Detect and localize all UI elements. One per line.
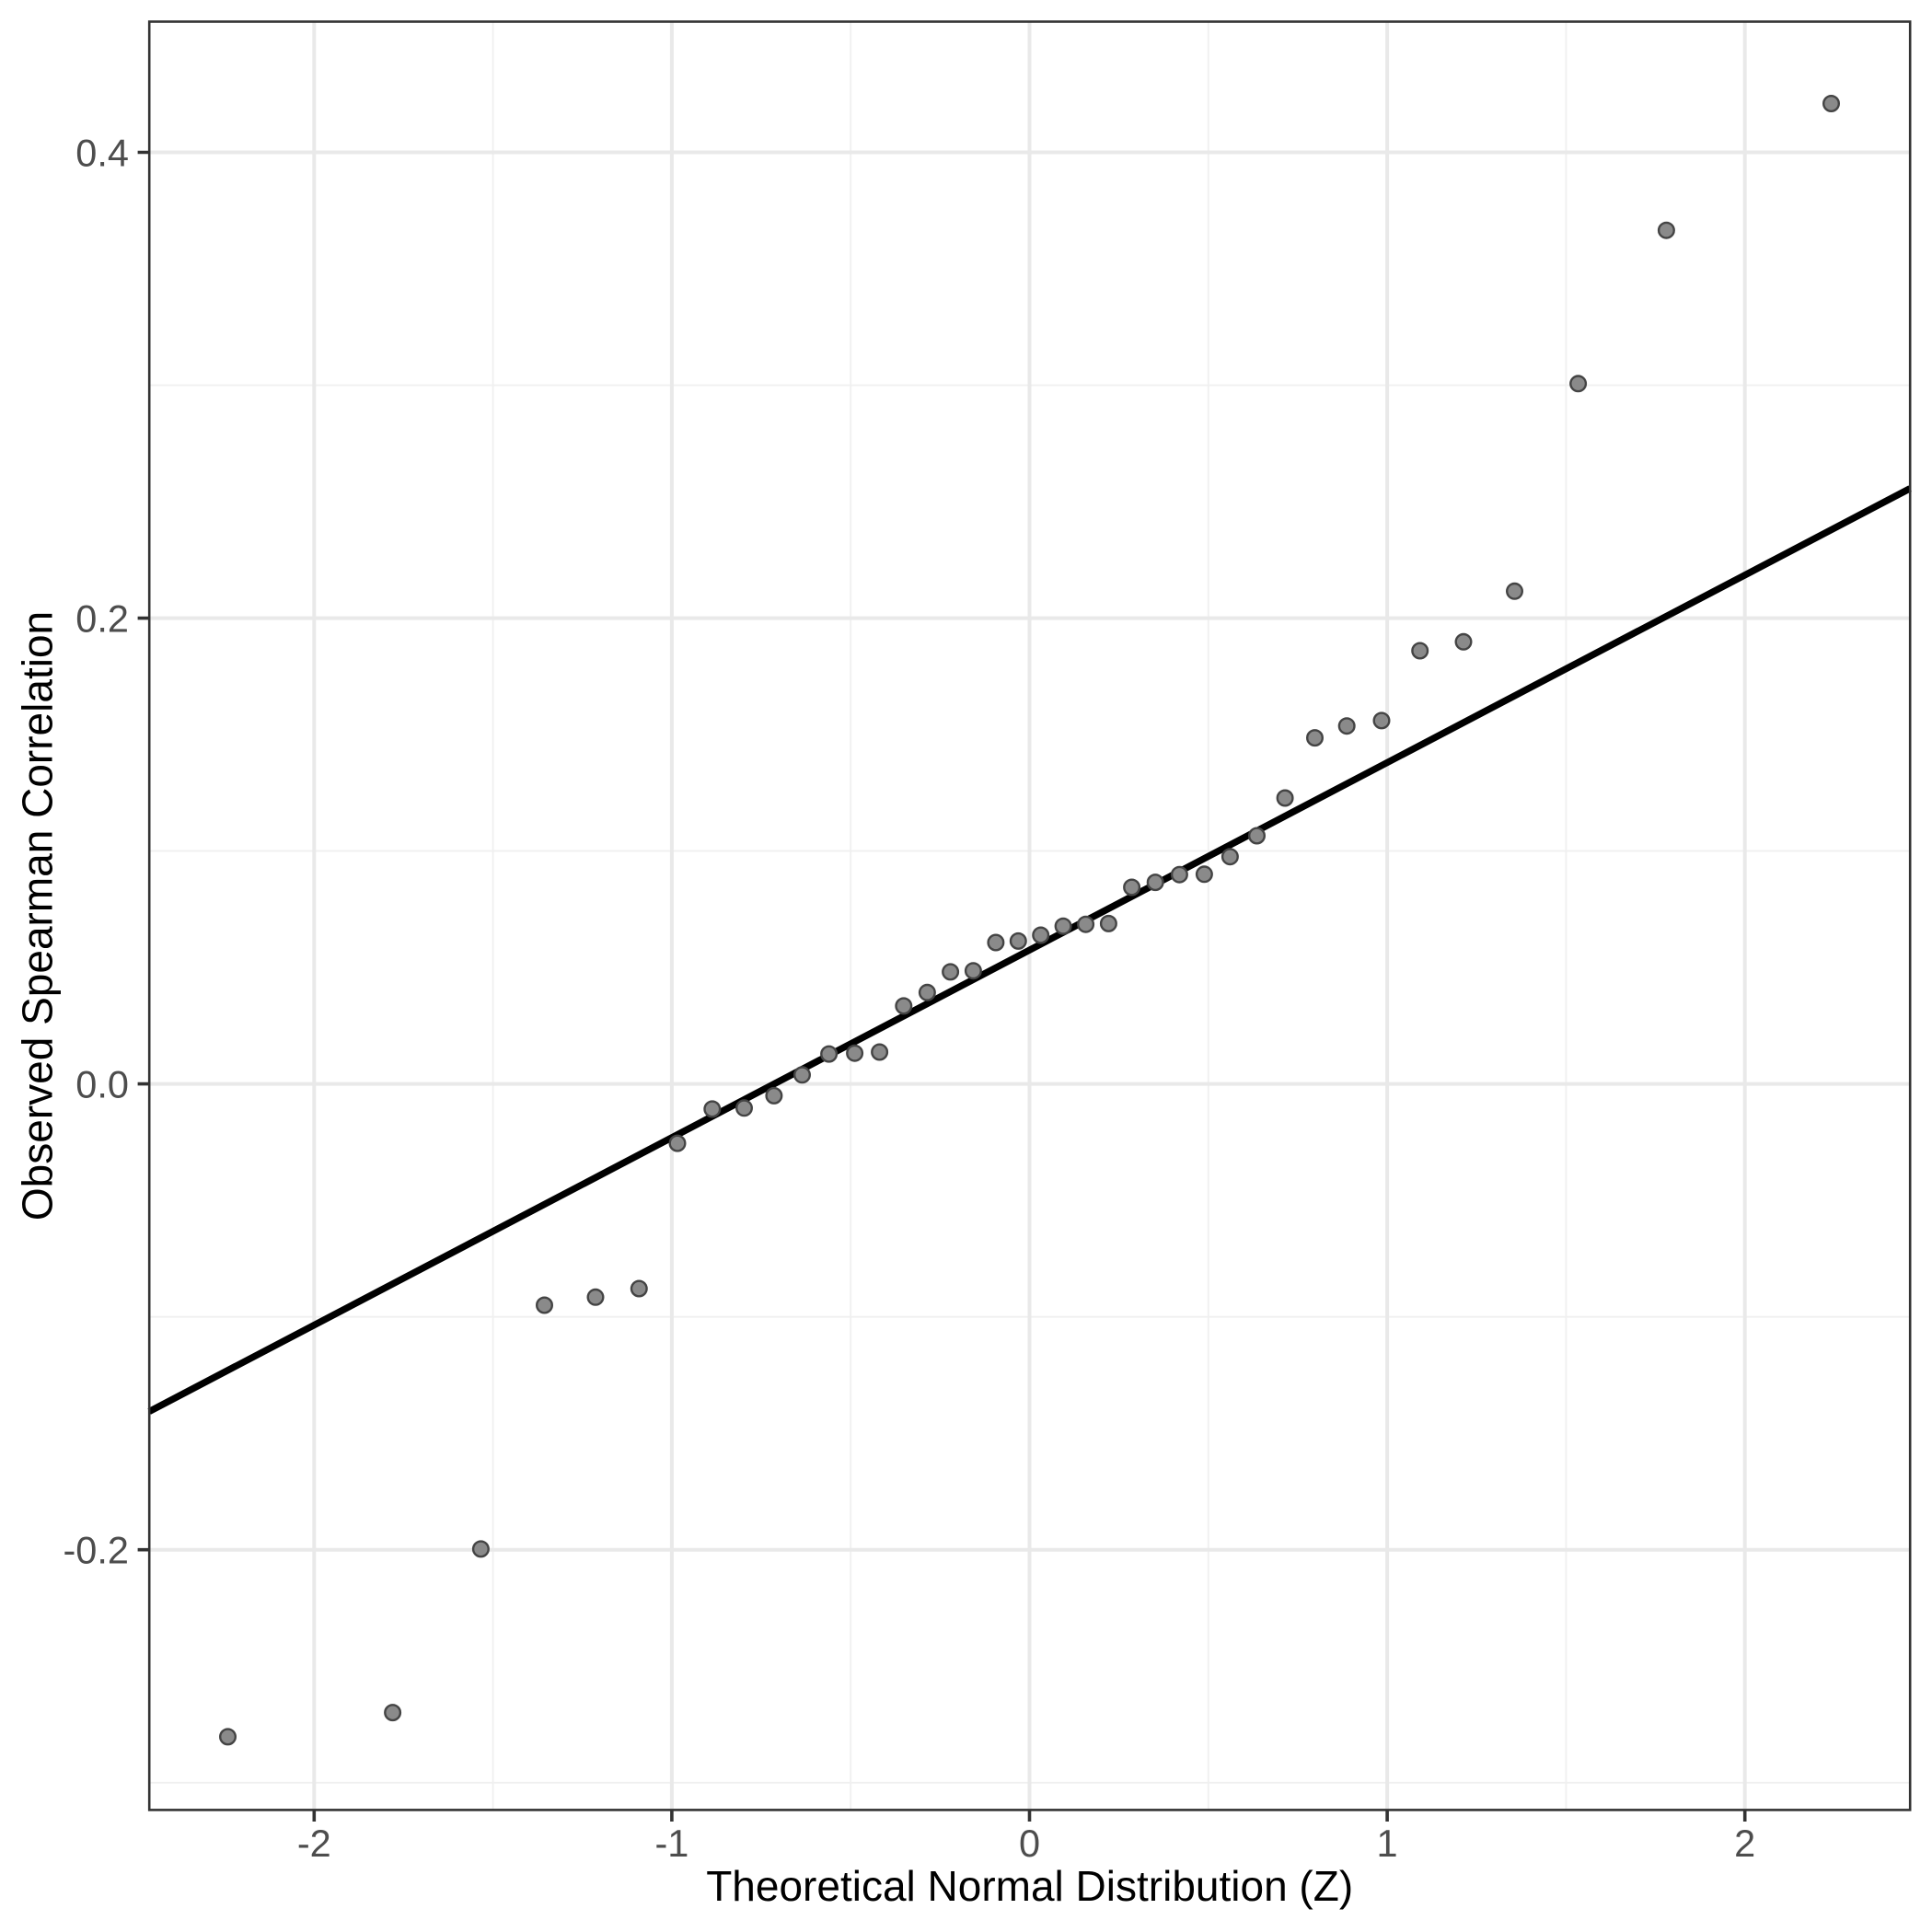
- svg-text:-1: -1: [654, 1822, 688, 1865]
- svg-text:Theoretical Normal Distributio: Theoretical Normal Distribution (Z): [706, 1862, 1353, 1910]
- svg-text:0.4: 0.4: [75, 131, 129, 174]
- svg-text:0.2: 0.2: [75, 596, 129, 640]
- svg-text:1: 1: [1377, 1822, 1398, 1865]
- svg-text:Observed Spearman Correlation: Observed Spearman Correlation: [14, 611, 62, 1221]
- svg-text:2: 2: [1734, 1822, 1755, 1865]
- svg-text:-0.2: -0.2: [63, 1529, 129, 1572]
- svg-text:-2: -2: [297, 1822, 331, 1865]
- svg-text:0: 0: [1019, 1822, 1040, 1865]
- svg-text:0.0: 0.0: [75, 1062, 129, 1105]
